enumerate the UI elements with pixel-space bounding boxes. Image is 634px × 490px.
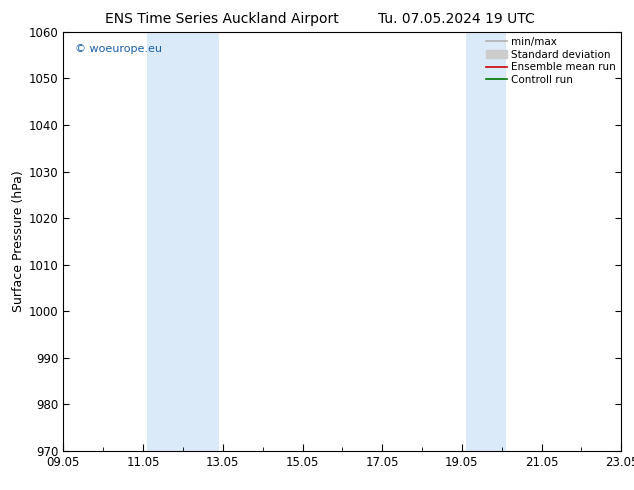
Bar [466, 32, 506, 451]
Text: ENS Time Series Auckland Airport: ENS Time Series Auckland Airport [105, 12, 339, 26]
Text: Tu. 07.05.2024 19 UTC: Tu. 07.05.2024 19 UTC [378, 12, 535, 26]
Y-axis label: Surface Pressure (hPa): Surface Pressure (hPa) [11, 171, 25, 312]
Text: © woeurope.eu: © woeurope.eu [75, 45, 162, 54]
Bar [147, 32, 219, 451]
Legend: min/max, Standard deviation, Ensemble mean run, Controll run: min/max, Standard deviation, Ensemble me… [484, 35, 618, 87]
